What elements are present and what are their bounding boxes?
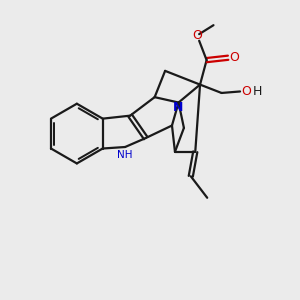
Text: NH: NH (117, 150, 133, 161)
Text: O: O (242, 85, 252, 98)
Text: O: O (193, 29, 202, 42)
Text: N: N (173, 101, 183, 114)
Text: O: O (230, 51, 240, 64)
Text: H: H (253, 85, 262, 98)
